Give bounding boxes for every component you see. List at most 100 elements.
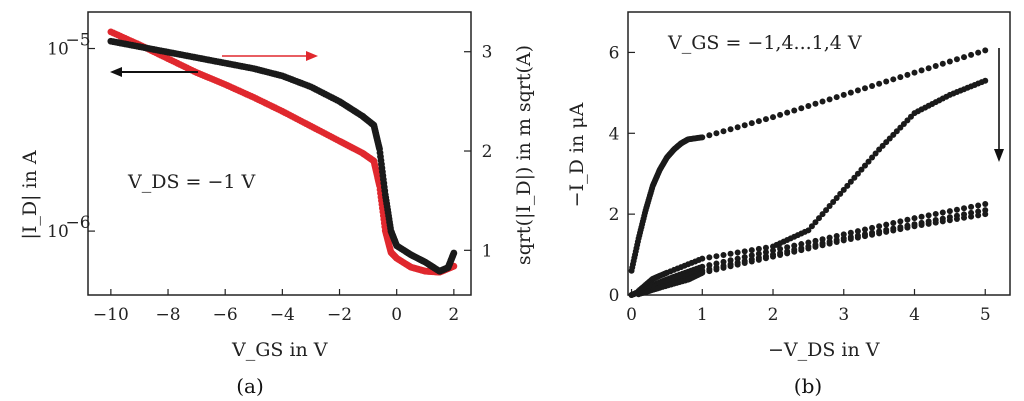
panel-b-data-point: [830, 199, 837, 206]
panel-b-data-point: [890, 220, 897, 227]
panel-b-data-point: [826, 96, 833, 103]
panel-b-data-point: [840, 237, 847, 244]
panel-b-data-point: [869, 82, 876, 89]
panel-b-data-point: [872, 150, 879, 157]
panel-b-data-point: [982, 77, 989, 84]
panel-b-data-point: [932, 62, 939, 69]
panel-b-data-point: [847, 236, 854, 243]
panel-b-data-point: [805, 102, 812, 109]
panel-b-data-point: [823, 207, 830, 214]
panel-b-data-point: [755, 118, 762, 125]
panel-b-data-point: [699, 269, 706, 276]
panel-b-data-point: [911, 223, 918, 230]
panel-b-data-point: [748, 120, 755, 127]
panel-b-data-point: [876, 80, 883, 87]
panel-a-xtick-label: −6: [213, 305, 238, 325]
panel-a-ytick-left-exponent: −6: [65, 213, 90, 233]
panel-b-data-point: [854, 234, 861, 241]
panel-b-xtick-label: 1: [697, 305, 708, 325]
panel-b-ytick-label: 2: [609, 205, 620, 225]
panel-b-xtick-label: 0: [626, 305, 637, 325]
panel-b-data-point: [904, 71, 911, 78]
panel-b-data-point: [791, 248, 798, 255]
panel-b-data-point: [720, 128, 727, 135]
panel-b-data-point: [805, 227, 812, 234]
panel-b-data-point: [812, 100, 819, 107]
panel-b-data-point: [741, 248, 748, 255]
panel-b-data-point: [911, 215, 918, 222]
panel-b-data-point: [816, 215, 822, 222]
panel-b-data-point: [784, 109, 791, 116]
panel-b-ytick-label: 6: [609, 43, 620, 63]
panel-b-data-point: [904, 216, 911, 223]
panel-b-data-point: [727, 263, 734, 270]
panel-b-data-point: [876, 230, 883, 237]
panel-b-data-point: [833, 194, 840, 201]
panel-b-data-point: [727, 250, 734, 257]
panel-b-data-point: [851, 174, 858, 181]
panel-b-annotation: V_GS = −1,4...1,4 V: [667, 32, 862, 54]
panel-b: 0 1 2 3 4 5 0 2 4 6 V_GS = −1,4...1,4 V −V_DS in…: [566, 11, 1011, 361]
panel-b-data-point: [939, 209, 946, 216]
panel-a-xtick-label: −4: [270, 305, 295, 325]
panel-b-data-point: [982, 211, 989, 218]
panel-b-data-point: [770, 253, 777, 260]
panel-b-data-point: [975, 212, 982, 219]
panel-b-ylabel: −I_D in μA: [566, 102, 588, 207]
panel-b-data-point: [883, 221, 890, 228]
panel-b-data-point: [706, 132, 713, 139]
panel-b-data-point: [953, 215, 960, 222]
panel-b-data-point: [890, 227, 897, 234]
panel-b-data-point: [869, 224, 876, 231]
panel-b-data-point: [953, 206, 960, 213]
panel-b-data-point: [953, 56, 960, 63]
panel-b-data-point: [911, 69, 918, 76]
panel-a-xtick-label: 2: [448, 305, 459, 325]
panel-b-data-point: [840, 186, 847, 193]
panel-a-ytick-right-label: 2: [482, 142, 493, 162]
panel-b-data-point: [784, 250, 791, 257]
panel-b-xtick-label: 3: [838, 305, 849, 325]
panel-b-data-point: [798, 247, 805, 254]
panel-b-data-point: [808, 223, 815, 230]
panel-b-data-point: [812, 219, 819, 226]
panel-b-data-point: [826, 240, 833, 247]
panel-b-xtick-label: 4: [909, 305, 920, 325]
panel-b-data-point: [727, 126, 734, 133]
vgs-direction-arrow-head: [994, 149, 1004, 162]
panel-b-data-point: [847, 229, 854, 236]
panel-b-data-point: [770, 114, 777, 121]
caption-a: (a): [236, 374, 264, 398]
panel-b-data-point: [734, 261, 741, 268]
panel-b-xlabel: −V_DS in V: [768, 339, 880, 361]
panel-b-data-point: [699, 134, 706, 141]
panel-b-data-point: [762, 244, 769, 251]
right-axis-arrow-head: [306, 51, 318, 61]
panel-a-ylabel-left: |I_D| in A: [19, 150, 41, 239]
panel-b-data-point: [798, 105, 805, 112]
panel-b-data-point: [762, 116, 769, 123]
panel-b-data-point: [748, 247, 755, 254]
panel-a-xtick-label: −8: [155, 305, 180, 325]
panel-b-data-point: [939, 60, 946, 67]
panel-b-data-point: [777, 251, 784, 258]
panel-b-data-point: [918, 222, 925, 229]
panel-b-data-point: [946, 217, 953, 224]
panel-b-data-point: [805, 245, 812, 252]
left-axis-arrow-head: [110, 67, 122, 77]
panel-b-data-point: [925, 220, 932, 227]
panel-b-data-point: [939, 218, 946, 225]
panel-b-data-point: [741, 260, 748, 267]
panel-b-data-point: [865, 158, 872, 165]
panel-b-data-point: [883, 228, 890, 235]
panel-b-data-point: [734, 249, 741, 256]
panel-b-data-point: [854, 228, 861, 235]
panel-b-data-point: [982, 47, 989, 54]
panel-b-data-point: [861, 233, 868, 240]
panel-b-frame: [627, 11, 1011, 296]
panel-b-data-point: [975, 202, 982, 209]
panel-b-data-point: [748, 258, 755, 265]
panel-b-data-point: [968, 213, 975, 220]
panel-b-data-point: [777, 111, 784, 118]
panel-b-data-point: [819, 211, 826, 218]
